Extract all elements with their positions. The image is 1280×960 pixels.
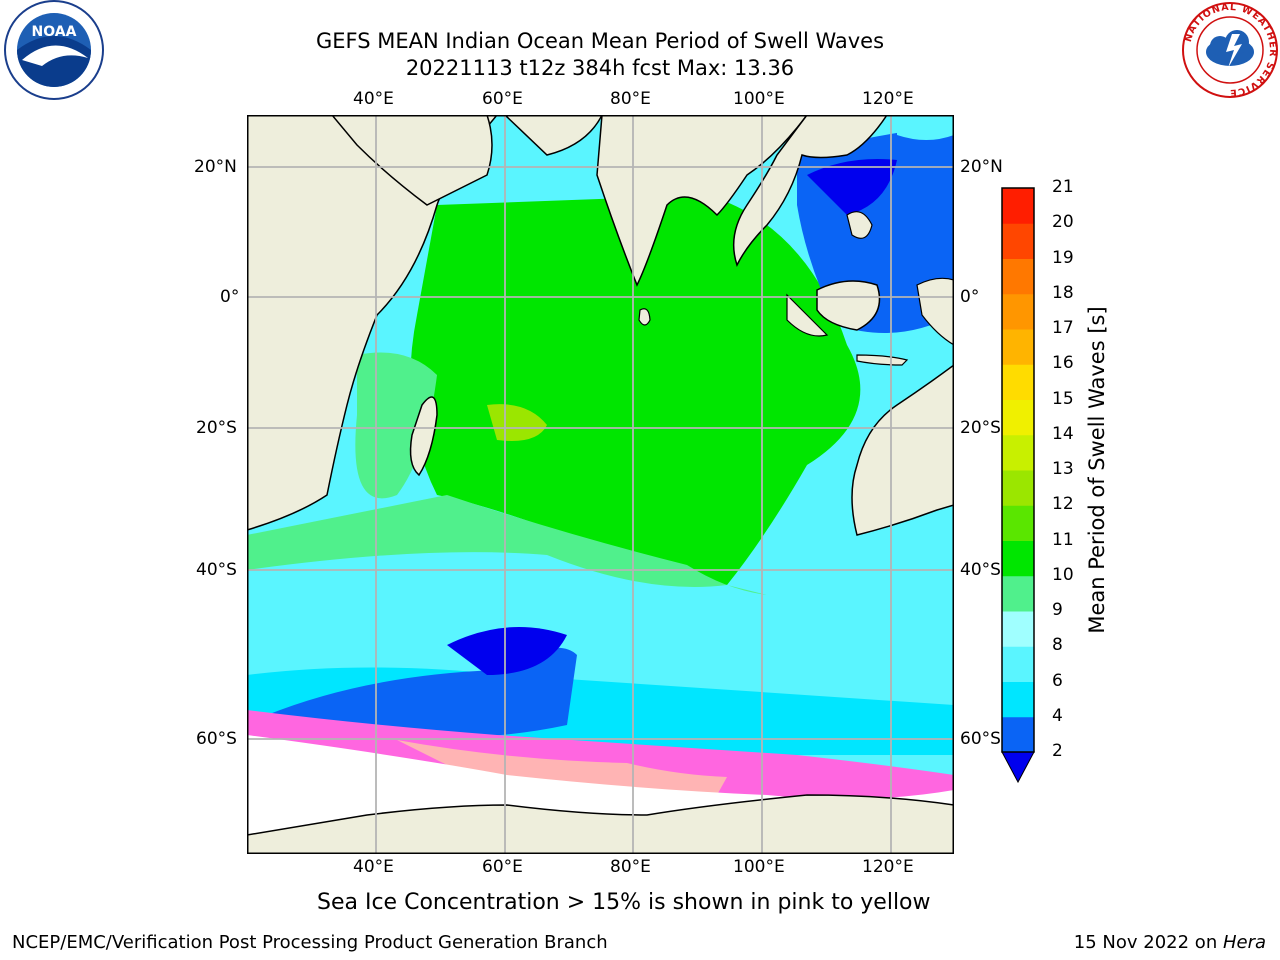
colorbar-segment	[1002, 681, 1034, 718]
colorbar-under-arrow	[1001, 751, 1035, 784]
lat-tick-right-40s: 40°S	[960, 560, 1001, 580]
lon-tick-top-40e: 40°E	[353, 89, 394, 109]
map-frame	[247, 115, 954, 854]
lat-tick-right-0: 0°	[960, 287, 980, 307]
lon-tick-bottom-80e: 80°E	[610, 857, 651, 877]
lon-tick-bottom-40e: 40°E	[353, 857, 394, 877]
colorbar-segment	[1002, 646, 1034, 682]
lat-tick-right-60s: 60°S	[960, 729, 1001, 749]
colorbar-title: Mean Period of Swell Waves [s]	[1085, 306, 1109, 634]
colorbar-tick-label: 6	[1052, 670, 1063, 691]
high-period-zone	[410, 195, 861, 585]
sea-ice-note: Sea Ice Concentration > 15% is shown in …	[317, 890, 931, 915]
colorbar-tick-label: 16	[1052, 353, 1074, 374]
australia-land	[851, 364, 954, 536]
colorbar-segment	[1002, 258, 1034, 295]
lon-tick-top-120e: 120°E	[862, 89, 914, 109]
lon-tick-bottom-100e: 100°E	[733, 857, 785, 877]
colorbar-segment	[1002, 575, 1034, 612]
lon-tick-top-80e: 80°E	[610, 89, 651, 109]
colorbar-segment	[1002, 470, 1034, 506]
colorbar-tick-label: 2	[1052, 741, 1063, 761]
colorbar-segment	[1002, 329, 1034, 365]
colorbar-tick-label: 20	[1052, 212, 1074, 233]
colorbar-segment	[1002, 293, 1034, 330]
colorbar-tick-label: 9	[1052, 600, 1063, 620]
lat-tick-left-20n: 20°N	[194, 157, 237, 177]
lat-tick-left-20s: 20°S	[196, 418, 237, 438]
colorbar-segment	[1002, 188, 1034, 224]
colorbar-frame	[1001, 187, 1035, 753]
colorbar-tick-label: 10	[1052, 564, 1074, 585]
lat-tick-right-20s: 20°S	[960, 418, 1001, 438]
colorbar-segment	[1002, 223, 1034, 259]
footer-date: 15 Nov 2022 on	[1073, 932, 1223, 953]
graticule	[247, 115, 954, 854]
lon-tick-bottom-60e: 60°E	[482, 857, 523, 877]
lat-tick-left-0: 0°	[220, 287, 240, 307]
colorbar-tick-label: 13	[1052, 459, 1074, 479]
colorbar-tick-label: 11	[1052, 529, 1074, 550]
madagascar-land	[409, 396, 438, 477]
colorbar-tick-label: 4	[1052, 705, 1063, 726]
colorbar-tick-label: 12	[1052, 494, 1074, 515]
chart-title: GEFS MEAN Indian Ocean Mean Period of Sw…	[315, 29, 885, 53]
colorbar-tick-label: 19	[1052, 247, 1074, 268]
lon-tick-top-60e: 60°E	[482, 89, 523, 109]
colorbar-tick-label: 17	[1052, 318, 1074, 338]
colorbar-tick-label: 15	[1052, 388, 1074, 409]
colorbar-segment	[1002, 716, 1034, 753]
borneo-land	[816, 280, 881, 331]
colorbar-segment	[1002, 364, 1034, 400]
colorbar-tick-label: 18	[1052, 282, 1074, 303]
peak-period-zone	[487, 404, 547, 441]
lat-tick-left-60s: 60°S	[196, 729, 237, 749]
colorbar-segment	[1002, 540, 1034, 577]
colorbar-tick-label: 14	[1052, 423, 1074, 444]
nws-logo: NATIONAL WEATHER SERVICE	[1182, 2, 1278, 98]
colorbar	[1001, 187, 1035, 784]
noaa-logo-text: NOAA	[32, 24, 77, 40]
lat-tick-left-40s: 40°S	[196, 560, 237, 580]
colorbar-segment	[1002, 505, 1034, 541]
lat-tick-right-20n: 20°N	[960, 157, 1003, 177]
colorbar-tick-label: 21	[1052, 177, 1074, 197]
lon-tick-bottom-120e: 120°E	[862, 857, 914, 877]
noaa-logo: NOAA	[4, 0, 104, 100]
footer-right: 15 Nov 2022 on Hera	[1074, 932, 1266, 953]
colorbar-segment	[1002, 399, 1034, 436]
colorbar-tick-label: 8	[1052, 635, 1063, 656]
lon-tick-top-100e: 100°E	[733, 89, 785, 109]
footer-left: NCEP/EMC/Verification Post Processing Pr…	[12, 932, 608, 953]
colorbar-segment	[1002, 611, 1034, 647]
footer-machine: Hera	[1222, 932, 1266, 953]
chart-subtitle: 20221113 t12z 384h fcst Max: 13.36	[405, 56, 795, 80]
swell-period-map	[247, 115, 954, 854]
colorbar-segment	[1002, 434, 1034, 471]
